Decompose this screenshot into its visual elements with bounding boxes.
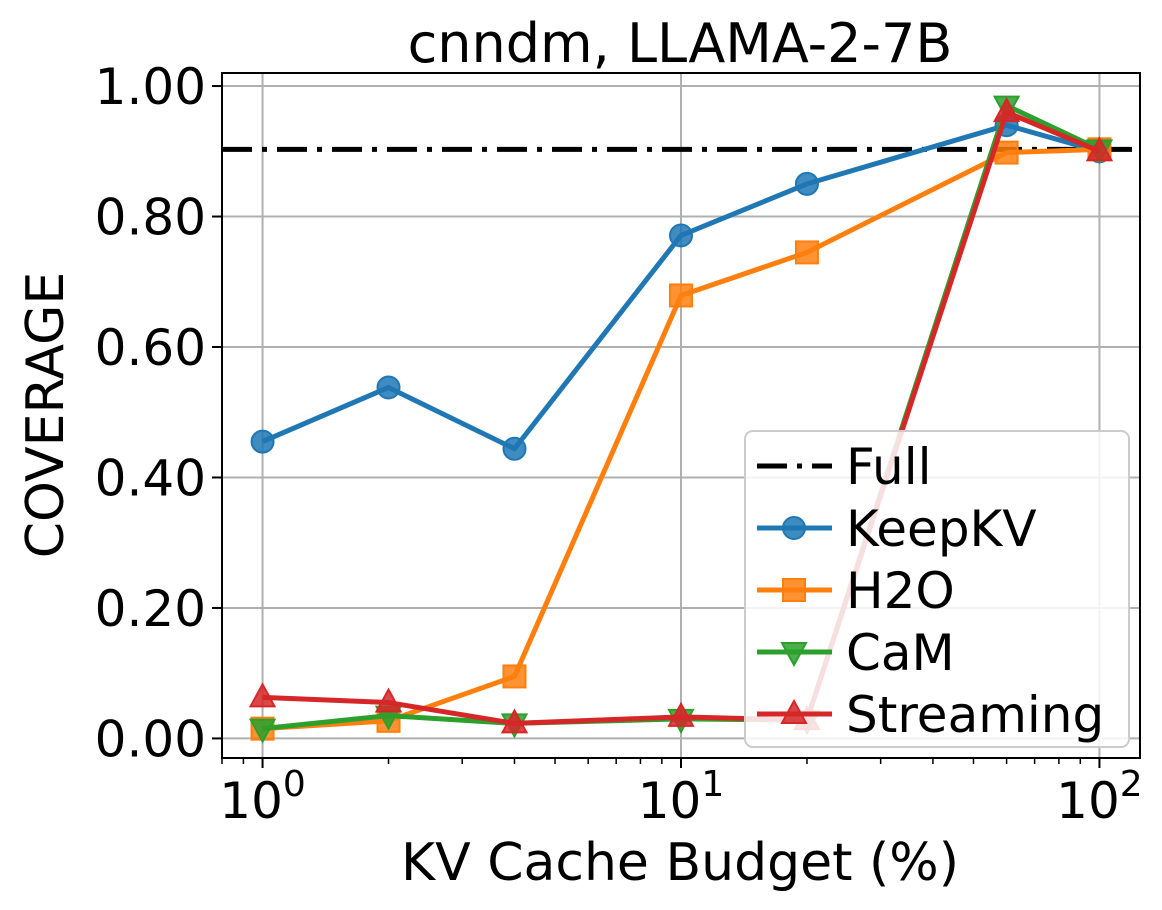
data-point-keepkv <box>794 171 819 196</box>
legend-label-h2o: H2O <box>846 562 955 620</box>
data-point-keepkv <box>669 223 693 248</box>
series-group <box>248 95 1114 744</box>
chart-title: cnndm, LLAMA-2-7B <box>408 12 953 75</box>
x-tick-label: 100 <box>219 764 306 830</box>
data-point-streaming <box>1085 136 1114 162</box>
data-point-keepkv <box>376 375 401 400</box>
legend-label-keepkv: KeepKV <box>846 500 1037 558</box>
legend-marker-streaming <box>780 698 808 724</box>
legend-entry-h2o: H2O <box>757 562 955 620</box>
data-point-h2o <box>669 283 693 308</box>
data-point-cam <box>248 718 277 744</box>
legend-box <box>744 430 1130 748</box>
data-point-h2o <box>994 140 1019 165</box>
legend-entry-full: Full <box>757 438 932 496</box>
y-tick-label: 0.60 <box>95 319 206 377</box>
legend-marker-h2o <box>782 578 806 602</box>
legend-label-full: Full <box>846 438 932 496</box>
y-tick-label: 0.00 <box>95 710 206 768</box>
data-point-h2o <box>794 240 819 265</box>
data-point-streaming <box>500 708 529 734</box>
data-point-streaming <box>992 97 1021 123</box>
data-point-streaming <box>374 687 403 713</box>
data-point-h2o <box>502 664 527 689</box>
x-axis-label: KV Cache Budget (%) <box>401 833 959 893</box>
y-tick-label: 0.20 <box>95 580 206 638</box>
legend-entry-cam: CaM <box>757 624 955 682</box>
y-axis-label: COVERAGE <box>16 272 76 559</box>
legend-marker-keepkv <box>782 516 806 540</box>
legend-entry-keepkv: KeepKV <box>757 500 1037 558</box>
legend-label-streaming: Streaming <box>846 686 1104 744</box>
y-tick-label: 1.00 <box>95 58 206 116</box>
data-point-streaming <box>248 682 277 708</box>
legend-label-cam: CaM <box>846 624 955 682</box>
x-tick-label: 102 <box>1056 764 1143 830</box>
data-point-streaming <box>667 701 695 727</box>
x-tick-label: 101 <box>638 764 725 830</box>
grid-lines <box>222 73 1140 758</box>
legend-entry-streaming: Streaming <box>757 686 1104 744</box>
y-tick-label: 0.80 <box>95 189 206 247</box>
data-point-keepkv <box>502 436 527 461</box>
data-point-keepkv <box>250 429 275 454</box>
axis-ticks: 0.00 0.20 0.40 0.60 0.80 1.00 100 101 102 <box>95 58 1143 830</box>
y-tick-label: 0.40 <box>95 449 206 507</box>
legend-marker-cam <box>780 642 808 668</box>
